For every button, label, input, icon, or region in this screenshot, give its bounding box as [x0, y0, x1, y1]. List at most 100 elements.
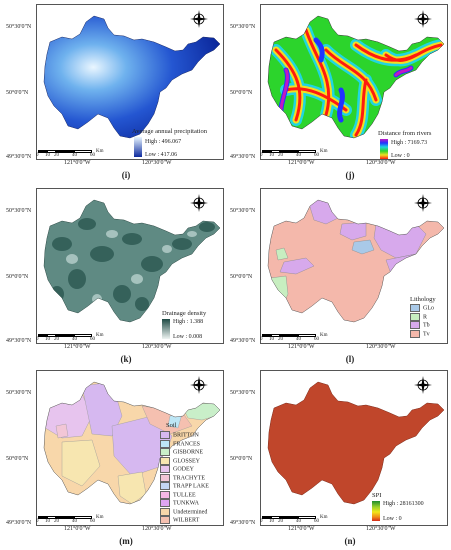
scale-tick-label: 0	[36, 153, 39, 158]
north-arrow-icon	[414, 194, 432, 212]
scale-bar-segment	[280, 516, 298, 519]
legend-item: Undetermined	[160, 507, 209, 517]
map-panel-l: 50°30'0"N 50°0'0"N 49°30'0"N 121°0'0"W 1…	[230, 184, 450, 364]
lon-label-left: 121°0'0"W	[288, 344, 315, 350]
north-arrow-icon	[190, 10, 208, 28]
scale-tick-label: 60	[90, 519, 95, 524]
legend-swatch	[160, 490, 170, 499]
scale-tick-label: 60	[90, 337, 95, 342]
legend-item: R	[410, 312, 436, 322]
scale-tick-label: 20	[278, 153, 283, 158]
scale-bar-segment	[298, 334, 316, 337]
legend-label: GLOSSEY	[173, 457, 201, 464]
legend-swatch	[410, 312, 420, 321]
scale-unit: Km	[320, 149, 328, 154]
scale-tick-label: 0	[260, 337, 263, 342]
scale-bar-segment	[271, 516, 280, 519]
legend-label: GISBORNE	[173, 449, 204, 456]
legend-swatch	[160, 465, 170, 473]
lon-label-right: 120°30'0"W	[142, 160, 172, 166]
scale-unit: Km	[96, 149, 104, 154]
legend-label: TRAPP LAKE	[173, 483, 209, 490]
scale-tick-label: 40	[72, 153, 77, 158]
lat-label-bottom: 49°30'0"N	[230, 154, 256, 160]
legend-swatch	[160, 516, 170, 524]
lat-label-bottom: 49°30'0"N	[6, 154, 32, 160]
map-panel-j: 50°30'0"N 50°0'0"N 49°30'0"N 121°0'0"W 1…	[230, 0, 450, 180]
north-arrow-icon	[414, 10, 432, 28]
legend-swatch	[160, 482, 170, 490]
scale-tick-label: 10	[269, 519, 274, 524]
legend: Drainage density High : 1.388 Low : 0.00…	[162, 310, 206, 340]
legend-label: FRANCES	[173, 440, 201, 447]
lat-label-mid: 50°0'0"N	[230, 274, 253, 280]
scale-tick-label: 20	[278, 337, 283, 342]
scale-tick-label: 0	[36, 519, 39, 524]
scale-bar-segment	[262, 516, 271, 519]
legend-item: FRANCES	[160, 439, 209, 449]
scale-bar-segments	[262, 334, 316, 337]
map-panel-n: 50°30'0"N 50°0'0"N 49°30'0"N 121°0'0"W 1…	[230, 366, 450, 546]
lat-label-bottom: 49°30'0"N	[230, 520, 256, 526]
legend-high: High : 7169.73	[391, 140, 428, 146]
north-arrow-icon	[414, 376, 432, 394]
lon-label-right: 120°30'0"W	[142, 344, 172, 350]
lat-label-mid: 50°0'0"N	[6, 90, 29, 96]
legend-swatch	[410, 329, 420, 338]
scale-bar-segment	[298, 516, 316, 519]
scale-tick-label: 20	[54, 519, 59, 524]
legend-title: Soil	[166, 422, 177, 429]
legend-low: Low : 0	[391, 153, 410, 159]
scale-tick-label: 40	[72, 337, 77, 342]
legend-swatch	[160, 448, 170, 456]
lat-label-top: 50°30'0"N	[230, 24, 256, 30]
legend-label: WILBERT	[173, 517, 200, 524]
legend-label: Tb	[423, 322, 430, 329]
scale-bar-segment	[47, 516, 56, 519]
scale-bar-segment	[47, 150, 56, 153]
map-panel-k: 50°30'0"N 50°0'0"N 49°30'0"N 121°0'0"W 1…	[6, 184, 226, 364]
legend-swatch	[160, 507, 170, 516]
map-panel-m: 50°30'0"N 50°0'0"N 49°30'0"N 121°0'0"W 1…	[6, 366, 226, 546]
legend-item: GODEY	[160, 465, 209, 474]
scale-bar-segment	[56, 334, 74, 337]
legend-label: BRITTON	[173, 432, 199, 439]
scale-bar-segments	[262, 150, 316, 153]
legend: Lithology GLo R Tb Tv	[410, 296, 436, 338]
scale-tick-label: 60	[90, 153, 95, 158]
scale-tick-label: 10	[45, 337, 50, 342]
scale-bar-segment	[74, 150, 92, 153]
legend-low: Low : 417.06	[145, 152, 178, 158]
scale-tick-label: 0	[36, 337, 39, 342]
scale-unit: Km	[320, 333, 328, 338]
legend-high: High : 28161300	[383, 501, 424, 507]
lon-label-left: 121°0'0"W	[64, 344, 91, 350]
legend-swatch	[160, 431, 170, 439]
lon-label-right: 120°30'0"W	[366, 526, 396, 532]
scale-tick-label: 20	[54, 337, 59, 342]
lon-label-right: 120°30'0"W	[366, 344, 396, 350]
legend-swatch	[160, 499, 170, 507]
scale-tick-label: 60	[314, 337, 319, 342]
map-region	[43, 381, 221, 505]
legend: Soil BRITTON FRANCES GISBORNE GLOSSEY GODEY T…	[160, 422, 209, 525]
lat-label-bottom: 49°30'0"N	[6, 338, 32, 344]
scale-bar-segments	[38, 334, 92, 337]
legend-label: Undetermined	[173, 508, 208, 515]
panel-caption: (k)	[120, 354, 132, 364]
scale-bar-segments	[38, 516, 92, 519]
map-region	[267, 15, 445, 139]
legend-title: Distance from rivers	[378, 130, 432, 137]
legend-item: GLo	[410, 304, 436, 313]
scale-bar-segment	[280, 150, 298, 153]
legend-title: SPI	[372, 492, 382, 499]
lat-label-top: 50°30'0"N	[6, 24, 32, 30]
panel-caption: (i)	[121, 170, 131, 180]
scale-bar-segment	[271, 334, 280, 337]
legend: Distance from rivers High : 7169.73 Low …	[378, 130, 432, 159]
legend-gradient	[134, 137, 142, 157]
scale-tick-label: 40	[296, 337, 301, 342]
legend-swatch	[410, 321, 420, 329]
lon-label-left: 121°0'0"W	[64, 526, 91, 532]
legend-item: Tb	[410, 321, 436, 330]
